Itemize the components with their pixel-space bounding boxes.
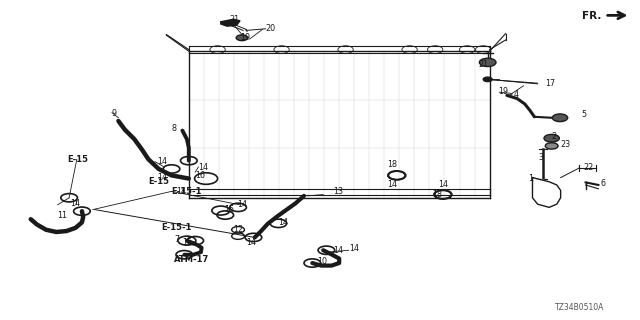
Text: 15: 15 <box>224 205 234 214</box>
Text: 1: 1 <box>528 174 533 183</box>
Text: E-15: E-15 <box>67 155 88 164</box>
Text: 2: 2 <box>552 132 557 141</box>
Circle shape <box>479 58 496 67</box>
Text: 3: 3 <box>539 153 544 162</box>
Text: 18: 18 <box>432 190 442 199</box>
Circle shape <box>545 143 558 149</box>
Text: 15: 15 <box>182 238 193 247</box>
Circle shape <box>552 114 568 122</box>
Text: 14: 14 <box>278 218 289 227</box>
Text: 14: 14 <box>333 246 343 255</box>
Text: 14: 14 <box>70 199 81 208</box>
Text: 14: 14 <box>176 187 186 196</box>
Text: E-15: E-15 <box>148 177 170 186</box>
Text: 6: 6 <box>600 179 605 188</box>
Text: 12: 12 <box>234 225 244 234</box>
Text: ATM-17: ATM-17 <box>174 255 209 264</box>
Circle shape <box>483 77 492 82</box>
Text: 21: 21 <box>229 15 239 24</box>
Text: 4: 4 <box>513 90 518 99</box>
Text: 14: 14 <box>237 200 247 209</box>
Text: 5: 5 <box>581 110 586 119</box>
Text: 16: 16 <box>195 171 205 180</box>
Circle shape <box>544 134 559 142</box>
Text: 14: 14 <box>349 244 359 252</box>
Text: 14: 14 <box>157 157 167 166</box>
Text: 14: 14 <box>157 173 167 182</box>
Text: 11: 11 <box>58 211 68 220</box>
Text: TZ34B0510A: TZ34B0510A <box>556 303 605 312</box>
Text: 18: 18 <box>387 160 397 169</box>
Text: E-15-1: E-15-1 <box>161 223 192 232</box>
Text: 19: 19 <box>498 87 508 96</box>
Text: 13: 13 <box>333 187 343 196</box>
Text: 23: 23 <box>560 140 570 149</box>
Text: 21: 21 <box>479 60 489 69</box>
Text: 20: 20 <box>266 24 276 33</box>
Text: 9: 9 <box>112 109 117 118</box>
Text: 14: 14 <box>198 163 209 172</box>
Text: 14: 14 <box>246 238 257 247</box>
Text: E-15-1: E-15-1 <box>172 187 202 196</box>
Text: 19: 19 <box>240 33 250 42</box>
Text: 10: 10 <box>317 257 327 266</box>
Text: 17: 17 <box>545 79 556 88</box>
Text: 14: 14 <box>387 180 397 189</box>
Text: 7: 7 <box>174 235 179 244</box>
Circle shape <box>236 35 248 41</box>
Text: 22: 22 <box>584 163 594 172</box>
Text: 14: 14 <box>438 180 449 189</box>
Polygon shape <box>532 178 561 207</box>
Text: 8: 8 <box>172 124 177 132</box>
Polygon shape <box>221 19 240 26</box>
Text: FR.: FR. <box>582 11 602 21</box>
